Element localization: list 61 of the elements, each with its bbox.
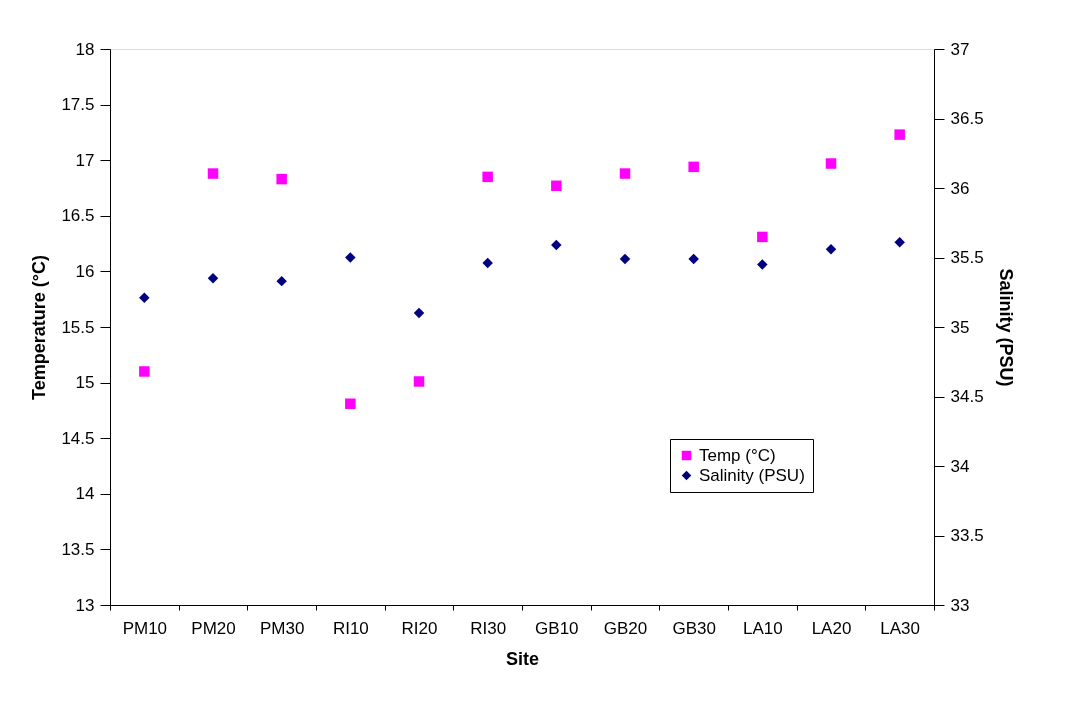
y2-tick-label: 33 [950, 595, 970, 615]
y2-tick-label: 34.5 [950, 387, 984, 406]
point [413, 307, 425, 319]
y2-tick-label: 37 [950, 39, 970, 59]
y2-tick-label: 36.5 [950, 109, 984, 128]
y-tick-label: 16 [75, 261, 95, 281]
point [757, 259, 768, 270]
point [413, 376, 425, 387]
y2-tick-label: 35 [950, 317, 970, 337]
point [551, 239, 562, 251]
y-axis-title: Temperature (°C) [29, 255, 50, 400]
y-tick-label: 16.5 [61, 206, 95, 226]
point [688, 161, 699, 173]
point [139, 292, 150, 304]
y-tick-label: 15.5 [61, 317, 95, 337]
x-tick-label: LA20 [811, 618, 852, 638]
x-tick-label: GB20 [603, 618, 648, 638]
y2-tick-label: 33.5 [950, 526, 984, 545]
x-tick-label: PM30 [259, 618, 305, 638]
x-tick-label: PM10 [122, 618, 168, 638]
legend-label: Temp (°C) [699, 445, 776, 465]
point [482, 257, 493, 269]
x-tick-label: PM20 [191, 618, 236, 638]
y-tick-label: 13.5 [61, 539, 95, 559]
x-tick-label: RI30 [470, 618, 507, 638]
point [482, 171, 493, 183]
point [276, 173, 287, 185]
y-tick-label: 15 [75, 373, 95, 393]
y2-tick-label: 36 [950, 178, 970, 198]
point [894, 129, 905, 140]
x-tick-label: LA30 [880, 618, 921, 638]
y-tick-label: 17.5 [61, 95, 95, 115]
point [207, 168, 219, 179]
x-tick-label: LA10 [742, 618, 783, 638]
point [894, 236, 905, 248]
point [688, 253, 699, 265]
y-tick-label: 18 [75, 39, 95, 59]
point [276, 275, 287, 287]
point [345, 398, 356, 409]
point [619, 253, 631, 265]
y2-tick-label: 35.5 [950, 248, 984, 267]
x-tick-label: GB30 [672, 618, 716, 638]
y-tick-label: 14 [75, 484, 95, 504]
point [207, 273, 219, 284]
x-tick-label: RI10 [332, 618, 369, 638]
y-tick-label: 13 [75, 595, 95, 615]
point [139, 366, 150, 377]
legend-label: Salinity (PSU) [699, 465, 805, 485]
x-tick-label: GB10 [535, 618, 579, 638]
y2-axis-title: Salinity (PSU) [995, 268, 1016, 387]
point [825, 243, 837, 255]
point [551, 180, 562, 192]
point [825, 158, 837, 169]
x-tick-label: RI20 [401, 618, 438, 638]
point [619, 168, 631, 179]
y2-tick-label: 34 [950, 456, 970, 476]
x-axis-title: Site [505, 648, 540, 669]
y-tick-label: 17 [75, 150, 95, 170]
point [757, 231, 768, 243]
y-tick-label: 14.5 [61, 428, 95, 448]
point [345, 252, 356, 263]
